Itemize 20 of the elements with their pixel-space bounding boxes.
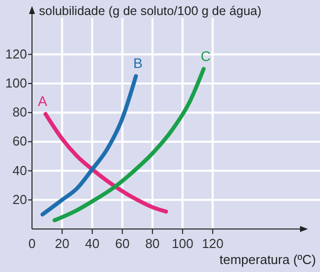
x-tick-label: 60 xyxy=(115,236,130,251)
series-label: B xyxy=(133,55,143,72)
x-tick-label: 100 xyxy=(172,236,194,251)
y-tick-label: 40 xyxy=(12,162,27,178)
y-tick-label: 80 xyxy=(12,104,27,120)
x-tick-label: 80 xyxy=(145,236,160,251)
series-label: A xyxy=(38,93,48,110)
line-series xyxy=(44,112,168,214)
y-axis-title: solubilidade (g de soluto/100 g de água) xyxy=(39,4,262,18)
x-tick-label: 0 xyxy=(28,236,36,251)
x-tick-label: 120 xyxy=(202,236,224,251)
x-tick-label: 40 xyxy=(84,236,100,251)
y-tick-label: 60 xyxy=(12,134,27,149)
y-tick-label: 120 xyxy=(5,46,27,62)
line-series xyxy=(52,66,206,222)
x-axis-title: temperatura (ºC) xyxy=(220,252,316,267)
y-tick-label: 100 xyxy=(5,75,27,90)
series-label: C xyxy=(200,48,211,64)
x-tick-label: 20 xyxy=(54,236,70,251)
y-tick-label: 20 xyxy=(12,192,27,207)
